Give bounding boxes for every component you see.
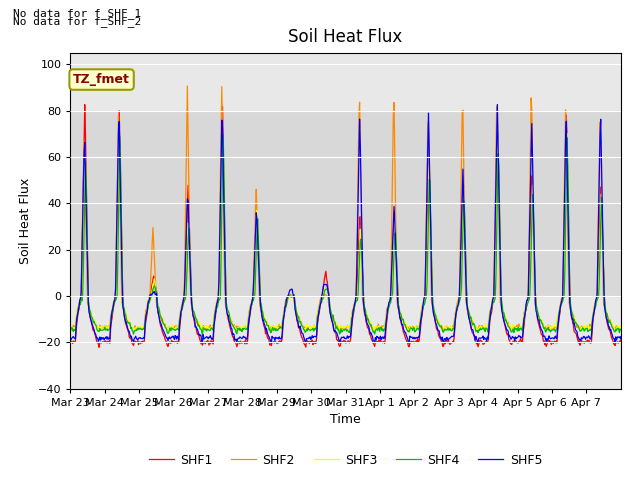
SHF1 [95,345,103,350]
SHF4 [404,328,412,334]
SHF3 [617,325,625,331]
SHF1 [435,333,442,338]
SHF4 [282,304,289,310]
Line: SHF3: SHF3 [70,133,621,332]
SHF5 [67,336,74,342]
SHF3 [403,320,410,326]
SHF1 [81,102,88,108]
Y-axis label: Soil Heat Flux: Soil Heat Flux [19,178,32,264]
SHF3 [563,131,571,136]
SHF5 [403,333,410,338]
SHF3 [404,329,412,335]
SHF3 [434,318,442,324]
SHF4 [131,327,139,333]
Title: Soil Heat Flux: Soil Heat Flux [289,28,403,46]
SHF1 [282,304,289,310]
SHF4 [220,132,227,137]
Bar [70,111,621,296]
SHF2 [281,301,289,307]
SHF5 [232,336,240,342]
SHF2 [233,325,241,331]
SHF3 [260,311,268,317]
SHF5 [617,336,625,342]
Text: No data for f_SHF_1: No data for f_SHF_1 [13,8,141,19]
Line: SHF2: SHF2 [70,86,621,332]
SHF4 [198,333,206,339]
SHF1 [261,325,269,331]
SHF4 [67,327,74,333]
SHF2 [404,324,412,330]
SHF5 [405,340,413,346]
SHF3 [67,322,74,328]
SHF2 [260,316,268,322]
Legend: SHF1, SHF2, SHF3, SHF4, SHF5: SHF1, SHF2, SHF3, SHF4, SHF5 [144,449,547,472]
SHF1 [132,339,140,345]
Text: TZ_fmet: TZ_fmet [73,73,130,86]
SHF2 [435,319,442,324]
SHF3 [232,328,240,334]
SHF5 [131,335,139,341]
SHF3 [280,311,288,316]
Line: SHF4: SHF4 [70,134,621,336]
SHF2 [617,324,625,330]
SHF5 [493,102,501,108]
SHF4 [617,327,625,333]
SHF2 [67,324,74,330]
SHF2 [131,323,139,329]
SHF4 [234,325,241,331]
X-axis label: Time: Time [330,413,361,426]
SHF5 [434,327,442,333]
SHF1 [617,337,625,343]
Text: No data for f_SHF_2: No data for f_SHF_2 [13,16,141,27]
SHF5 [280,312,288,317]
Line: SHF1: SHF1 [70,105,621,348]
SHF2 [184,83,191,89]
SHF5 [260,317,268,323]
SHF3 [131,325,139,331]
Line: SHF5: SHF5 [70,105,621,343]
SHF1 [67,339,74,345]
SHF1 [404,340,412,346]
SHF2 [371,329,378,335]
SHF4 [261,317,269,323]
SHF1 [234,341,241,347]
SHF4 [435,321,442,326]
